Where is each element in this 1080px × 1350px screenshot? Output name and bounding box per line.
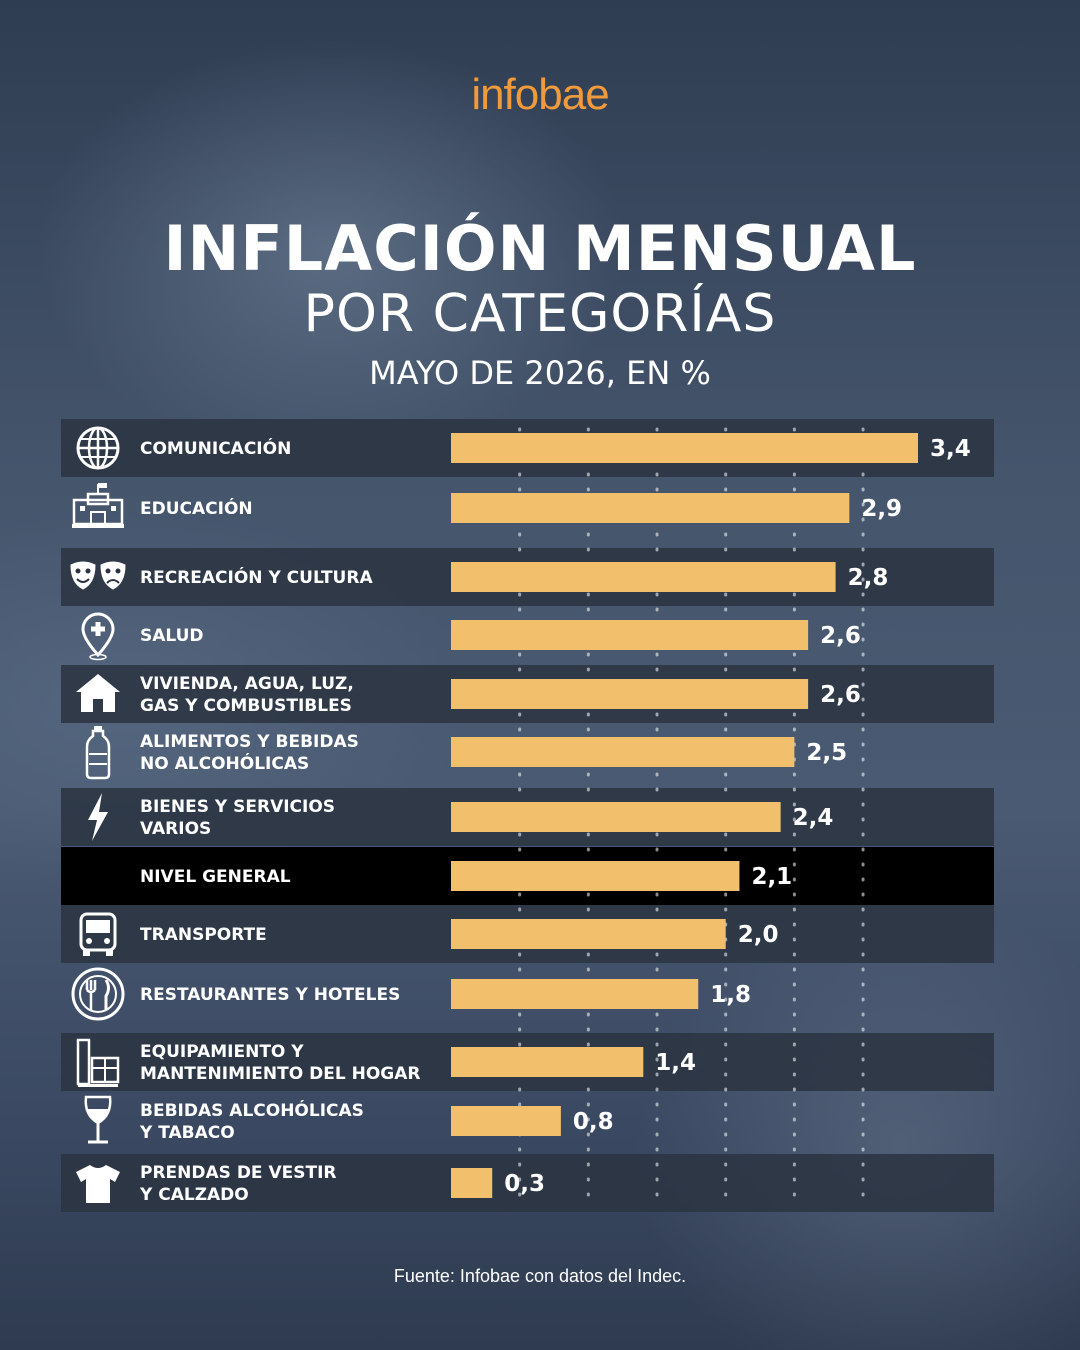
bar: [451, 802, 781, 832]
bar: [451, 979, 699, 1009]
theater-masks-icon: [70, 561, 126, 590]
source-note: Fuente: Infobae con datos del Indec.: [393, 1266, 687, 1286]
brand-logo: infobae: [471, 70, 609, 119]
value-label: 0,8: [573, 1109, 614, 1135]
value-label: 2,9: [861, 496, 902, 522]
bar: [451, 1047, 644, 1077]
value-label: 2,0: [738, 922, 779, 948]
category-label: VIVIENDA, AGUA, LUZ,: [140, 674, 354, 694]
health-pin-icon: [81, 612, 115, 661]
tshirt-icon: [76, 1165, 120, 1203]
chart-period: MAYO DE 2026, EN %: [369, 354, 711, 392]
category-label: VARIOS: [140, 819, 211, 839]
bus-icon: [79, 912, 117, 956]
bar: [451, 620, 809, 650]
category-labels: COMUNICACIÓN EDUCACIÓN RECREACIÓN Y CULTUR…: [139, 437, 420, 1205]
value-label: 0,3: [504, 1171, 545, 1197]
category-label: Y TABACO: [139, 1123, 235, 1143]
bar: [451, 433, 918, 463]
value-labels: 3,4 2,9 2,8 2,6 2,6 2,5 2,4 2,1 2,0 1,8 1,4 0,8 0,3: [504, 436, 971, 1197]
category-label: COMUNICACIÓN: [140, 437, 291, 459]
value-label: 3,4: [930, 436, 971, 462]
plate-icon: [71, 967, 125, 1021]
value-label: 1,4: [655, 1050, 696, 1076]
globe-icon: [76, 426, 120, 470]
category-label: NO ALCOHÓLICAS: [140, 752, 309, 774]
category-label: PRENDAS DE VESTIR: [140, 1163, 337, 1183]
category-label: ALIMENTOS Y BEBIDAS: [140, 732, 359, 752]
furniture-icon: [76, 1038, 120, 1087]
category-label: EQUIPAMIENTO Y: [140, 1042, 304, 1062]
row-bg: [61, 1154, 994, 1212]
category-label: BIENES Y SERVICIOS: [140, 797, 335, 817]
bar: [451, 493, 850, 523]
value-label: 2,1: [751, 864, 792, 890]
bar: [451, 861, 740, 891]
category-label: RECREACIÓN Y CULTURA: [140, 566, 373, 588]
category-label: BEBIDAS ALCOHÓLICAS: [140, 1099, 364, 1121]
bar: [451, 679, 809, 709]
bar: [451, 562, 836, 592]
category-label: Y CALZADO: [139, 1185, 249, 1205]
bar: [451, 1106, 561, 1136]
category-label: MANTENIMIENTO DEL HOGAR: [140, 1064, 420, 1084]
school-icon: [72, 483, 124, 528]
category-label: TRANSPORTE: [140, 925, 267, 945]
bottle-icon: [85, 726, 111, 780]
wine-glass-icon: [84, 1095, 112, 1144]
chart-subtitle: POR CATEGORÍAS: [303, 284, 777, 344]
value-label: 1,8: [710, 982, 751, 1008]
category-label: NIVEL GENERAL: [140, 867, 291, 887]
chart-title: INFLACIÓN MENSUAL: [163, 212, 917, 285]
value-label: 2,5: [806, 740, 847, 766]
category-label: GAS Y COMBUSTIBLES: [140, 696, 352, 716]
category-label: RESTAURANTES Y HOTELES: [140, 985, 400, 1005]
value-label: 2,8: [848, 565, 889, 591]
bars: [451, 433, 918, 1198]
house-icon: [76, 674, 120, 712]
lightning-icon: [88, 793, 108, 841]
category-label: SALUD: [140, 626, 204, 646]
bar: [451, 919, 726, 949]
value-label: 2,4: [793, 805, 834, 831]
category-icons: [70, 426, 126, 1203]
bar: [451, 737, 795, 767]
value-label: 2,6: [820, 682, 861, 708]
category-label: EDUCACIÓN: [140, 497, 253, 519]
value-label: 2,6: [820, 623, 861, 649]
bar: [451, 1168, 493, 1198]
